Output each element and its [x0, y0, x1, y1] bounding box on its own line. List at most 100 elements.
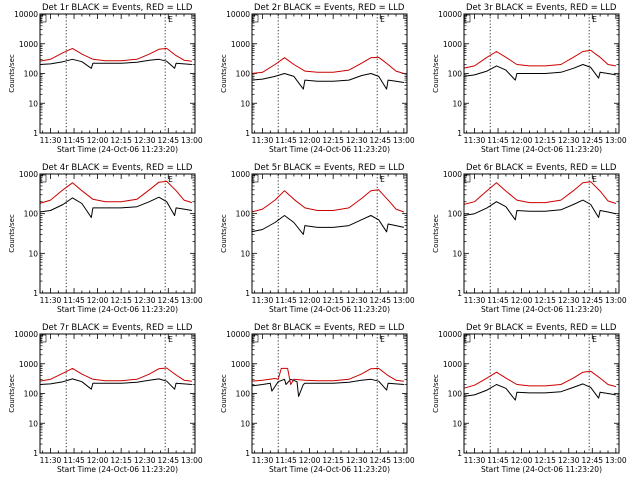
x-axis-label: Start Time (24-Oct-06 11:23:20): [481, 465, 602, 474]
panel-title: Det 1r BLACK = Events, RED = LLD: [42, 3, 193, 13]
panel-7: Det 7r BLACK = Events, RED = LLD 1 10 100 10…: [8, 323, 203, 474]
x-axis-label: Start Time (24-Oct-06 11:23:20): [57, 145, 178, 154]
x-axis-label: Start Time (24-Oct-06 11:23:20): [57, 305, 178, 314]
series-lld: [463, 370, 617, 389]
x-tick-label: 12:00: [511, 136, 533, 145]
y-tick-label: 1000: [443, 40, 462, 49]
series-lld: [39, 47, 192, 62]
panel-title: Det 6r BLACK = Events, RED = LLD: [466, 163, 617, 173]
plot-frame: [251, 173, 408, 294]
x-tick-label: 12:30: [346, 136, 368, 145]
x-tick-label: 12:30: [134, 456, 156, 465]
y-axis-label: Counts/sec: [432, 374, 440, 413]
x-tick-label: 12:00: [87, 456, 109, 465]
x-tick-label: 11:45: [487, 136, 509, 145]
x-tick-label: 12:45: [581, 296, 603, 305]
series-lld: [39, 367, 192, 382]
y-tick-label: 100: [448, 210, 463, 219]
y-tick-label: 10000: [226, 330, 250, 339]
y-tick-label: 10: [240, 99, 250, 108]
y-tick-label: 1000: [443, 170, 462, 179]
x-tick-label: 13:00: [181, 296, 203, 305]
x-tick-label: 13:00: [393, 296, 415, 305]
y-axis-label: Counts/sec: [220, 374, 228, 413]
corner-flag-box: [464, 174, 471, 183]
marker-flag-label: E: [168, 335, 173, 344]
x-tick-label: 11:30: [252, 136, 274, 145]
series-events: [39, 58, 192, 69]
x-axis-label: Start Time (24-Oct-06 11:23:20): [481, 145, 602, 154]
y-tick-label: 1: [457, 449, 462, 458]
y-tick-label: 100: [24, 210, 39, 219]
panel-8: Det 8r BLACK = Events, RED = LLD 1 10 100 10…: [220, 323, 415, 474]
x-tick-label: 13:00: [181, 136, 203, 145]
y-tick-label: 10: [28, 99, 38, 108]
x-tick-label: 12:30: [134, 136, 156, 145]
y-axis-label: Counts/sec: [432, 54, 440, 93]
x-tick-label: 13:00: [605, 296, 627, 305]
y-tick-label: 1: [245, 449, 250, 458]
x-tick-label: 12:15: [322, 296, 344, 305]
x-tick-label: 11:30: [464, 136, 486, 145]
y-tick-label: 10000: [226, 10, 250, 19]
y-tick-label: 10: [240, 249, 250, 258]
x-tick-label: 11:30: [464, 456, 486, 465]
x-tick-label: 12:45: [157, 296, 179, 305]
panel-title: Det 5r BLACK = Events, RED = LLD: [254, 163, 405, 173]
x-tick-label: 12:45: [369, 136, 391, 145]
panel-title: Det 2r BLACK = Events, RED = LLD: [254, 3, 405, 13]
panel-9: Det 9r BLACK = Events, RED = LLD 1 10 100 10…: [432, 323, 627, 474]
x-tick-label: 13:00: [393, 456, 415, 465]
x-tick-label: 12:00: [87, 136, 109, 145]
series-events: [463, 383, 616, 401]
y-tick-label: 10: [28, 419, 38, 428]
x-tick-label: 12:00: [299, 456, 321, 465]
y-tick-label: 10000: [14, 10, 38, 19]
panel-title: Det 4r BLACK = Events, RED = LLD: [42, 163, 193, 173]
x-tick-label: 11:45: [275, 136, 297, 145]
y-tick-label: 100: [236, 390, 251, 399]
x-tick-label: 11:30: [40, 136, 62, 145]
corner-flag-box: [252, 14, 259, 23]
marker-flag-label: E: [592, 335, 597, 344]
series-events: [251, 73, 404, 90]
y-axis-label: Counts/sec: [8, 374, 16, 413]
y-tick-label: 1: [245, 289, 250, 298]
x-tick-label: 12:45: [157, 136, 179, 145]
series-lld: [39, 180, 193, 204]
x-tick-label: 12:15: [110, 456, 132, 465]
x-tick-label: 12:30: [558, 456, 580, 465]
corner-flag-box: [464, 14, 471, 23]
marker-flag-label: E: [592, 15, 597, 24]
corner-flag-box: [40, 334, 47, 343]
y-axis-label: Counts/sec: [432, 214, 440, 253]
x-tick-label: 12:45: [369, 456, 391, 465]
y-tick-label: 100: [448, 70, 463, 79]
x-tick-label: 11:45: [275, 296, 297, 305]
series-events: [463, 199, 617, 221]
plot-frame: [39, 333, 196, 454]
y-tick-label: 1: [457, 289, 462, 298]
y-tick-label: 1: [33, 289, 38, 298]
y-axis-label: Counts/sec: [220, 214, 228, 253]
y-tick-label: 1000: [231, 40, 250, 49]
panel-4: Det 4r BLACK = Events, RED = LLD 1 10 100 10…: [8, 163, 203, 314]
marker-flag-label: E: [380, 15, 385, 24]
x-tick-label: 12:30: [558, 296, 580, 305]
series-events: [251, 378, 404, 397]
x-tick-label: 12:30: [134, 296, 156, 305]
marker-flag-label: E: [380, 335, 385, 344]
y-tick-label: 1000: [443, 360, 462, 369]
panel-title: Det 7r BLACK = Events, RED = LLD: [42, 323, 193, 333]
y-tick-label: 100: [24, 390, 39, 399]
marker-flag-label: E: [592, 175, 597, 184]
x-tick-label: 13:00: [393, 136, 415, 145]
y-tick-label: 10000: [14, 330, 38, 339]
x-tick-label: 12:45: [369, 296, 391, 305]
panel-3: Det 3r BLACK = Events, RED = LLD 1 10 100 10…: [432, 3, 627, 154]
plot-frame: [463, 173, 620, 294]
series-lld: [463, 181, 617, 205]
y-tick-label: 100: [236, 210, 251, 219]
y-tick-label: 1000: [231, 360, 250, 369]
